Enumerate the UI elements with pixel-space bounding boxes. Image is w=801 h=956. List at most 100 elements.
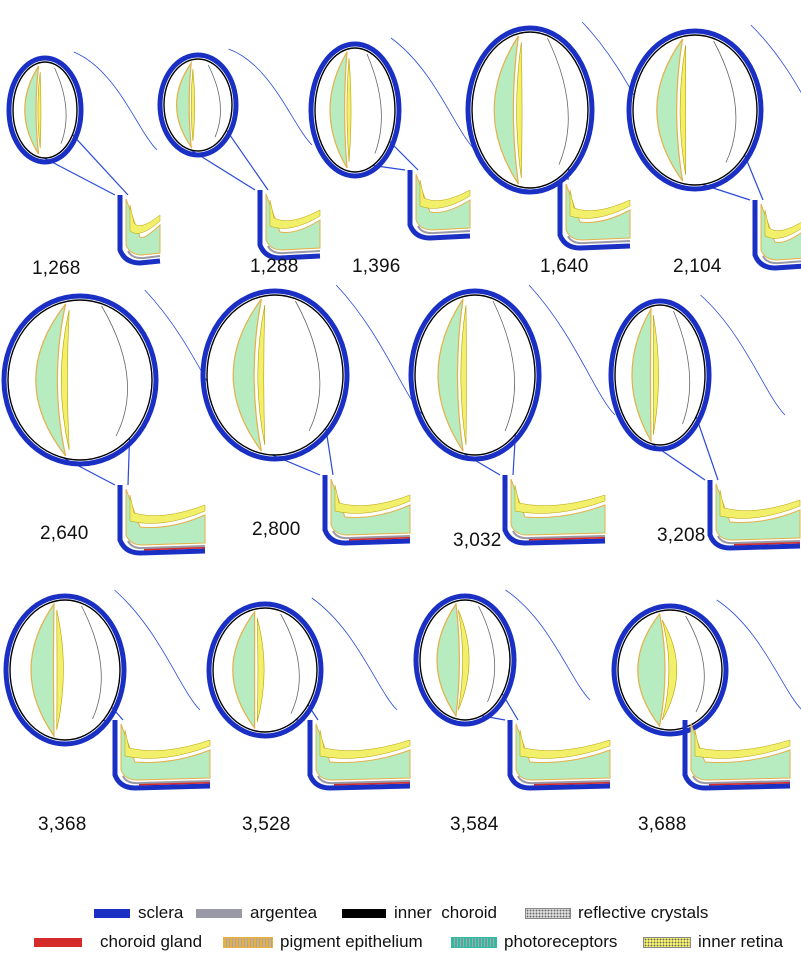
eye-section-drawing [200, 284, 424, 546]
reflective-crystals [280, 613, 300, 714]
legend-label: inner retina [698, 932, 784, 951]
stage-label: 3,368 [38, 814, 87, 835]
stage-label: 2,640 [40, 523, 89, 544]
legend-item-inner-choroid: inner choroid [342, 903, 497, 923]
eye-section-drawing [308, 37, 476, 241]
choroid-layer [206, 294, 344, 456]
inner-retina-layer [269, 199, 321, 229]
eye-section-drawing [408, 284, 616, 546]
eye-section-drawing [465, 21, 669, 251]
photoreceptor-layer [437, 298, 464, 452]
panel-8: 3,032 [405, 284, 616, 570]
sclera-layer [611, 603, 729, 737]
inner-retina-layer [519, 729, 611, 759]
legend-label: reflective crystals [578, 903, 709, 922]
brain-outline [114, 589, 201, 711]
inner-retina-layer [256, 617, 265, 723]
inner-retina-layer [460, 304, 467, 446]
photoreceptor-layer [125, 198, 161, 256]
sclera-layer [117, 195, 161, 266]
argentea-layer [517, 775, 611, 785]
reflective-crystals [478, 605, 496, 703]
eye-section-drawing [611, 599, 801, 791]
stage-label: 3,032 [453, 530, 502, 551]
photoreceptor-layer [30, 602, 55, 738]
inner-retina-layer [190, 68, 195, 142]
inner-retina-layer [569, 189, 631, 219]
inner-retina-layer [516, 41, 523, 179]
photoreceptor-layer [690, 723, 791, 781]
argentea-layer [512, 530, 606, 540]
photoreceptor-layer [232, 298, 262, 452]
brain-outline [700, 294, 786, 416]
brain-outline [750, 24, 801, 93]
brain-outline [716, 599, 801, 710]
reflective-crystals [492, 300, 515, 432]
sclera-layer [112, 720, 211, 791]
sclera-layer [200, 288, 350, 462]
legend-item-argentea: argentea [196, 903, 317, 923]
reflective-crystals [207, 64, 221, 138]
photoreceptor-layer [637, 612, 666, 728]
reflective-crystals [101, 305, 128, 437]
legend-item-reflective-crystals: reflective crystals [525, 903, 709, 923]
sclera-layer [307, 720, 411, 791]
sclera-layer [407, 170, 471, 241]
sclera-layer [408, 288, 542, 462]
inner-retina-layer [129, 494, 206, 524]
legend-label: pigment epithelium [280, 932, 423, 951]
inner-retina-layer [319, 729, 411, 759]
photoreceptor-layer [656, 38, 684, 182]
photoreceptor-layer [265, 193, 321, 251]
stage-label: 1,640 [540, 256, 589, 277]
panel-9: 3,208 [605, 285, 801, 570]
reflective-crystals [713, 40, 737, 163]
legend-label: sclera [138, 903, 184, 922]
sclera-layer [608, 298, 712, 452]
legend-swatch [34, 937, 82, 947]
stage-label: 1,288 [250, 256, 299, 277]
choroid-layer [7, 299, 153, 461]
argentea-layer [267, 245, 321, 255]
choroid-layer [614, 304, 706, 446]
inner-retina-layer [457, 609, 470, 711]
panel-13: 3,688 [610, 575, 801, 875]
legend-item-inner-retina: inner retina [643, 932, 784, 952]
photoreceptor-layer [436, 602, 460, 718]
reflective-crystals [54, 67, 67, 144]
inner-retina-layer [334, 484, 411, 514]
legend-swatch [451, 936, 497, 948]
legend-swatch [94, 908, 130, 918]
choroid-layer [471, 31, 589, 189]
sclera-layer [465, 25, 595, 195]
legend-label: choroid gland [100, 932, 203, 951]
argentea-layer [127, 250, 161, 260]
reflective-crystals [81, 605, 102, 720]
legend-item-choroid-gland: choroid gland [34, 932, 202, 952]
stage-label: 3,528 [242, 814, 291, 835]
photoreceptor-layer [565, 183, 631, 241]
legend-item-sclera: sclera [94, 903, 183, 923]
panel-6: 2,640 [0, 285, 233, 570]
eye-section-drawing [413, 589, 611, 791]
photoreceptor-layer [125, 488, 206, 546]
eye-section-drawing [626, 24, 801, 271]
legend-swatch [223, 936, 273, 948]
panel-7: 2,800 [200, 284, 424, 570]
photoreceptor-layer [515, 723, 611, 781]
sclera-layer [322, 475, 411, 546]
panel-3: 1,396 [300, 0, 476, 280]
reflective-crystals [547, 37, 569, 165]
photoreceptor-layer [24, 65, 40, 155]
photoreceptor-layer [510, 478, 606, 536]
stage-label: 1,268 [32, 258, 81, 279]
sclera-layer [157, 52, 239, 158]
sclera-layer [502, 475, 606, 546]
inner-retina-layer [719, 489, 801, 519]
choroid-layer [212, 607, 318, 733]
photoreceptor-layer [330, 478, 411, 536]
panel-2: 1,288 [150, 0, 321, 280]
inner-retina-layer [419, 179, 471, 209]
argentea-layer [692, 775, 791, 785]
panel-12: 3,584 [410, 575, 611, 875]
